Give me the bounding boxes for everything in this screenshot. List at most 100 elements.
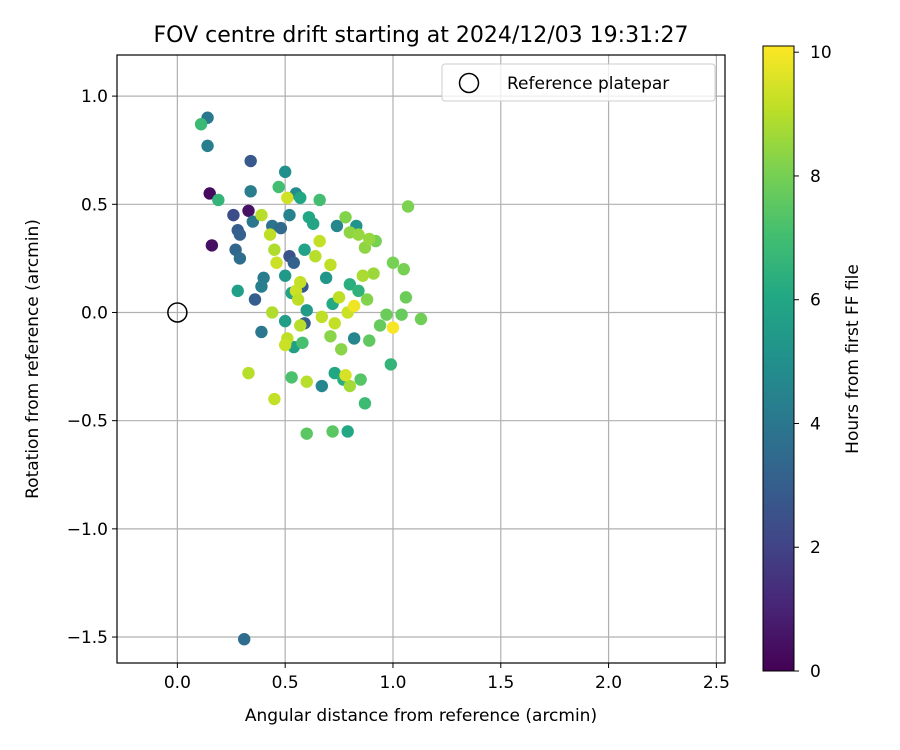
- data-point: [324, 258, 337, 272]
- data-point: [242, 204, 255, 217]
- data-point: [244, 185, 257, 198]
- data-point: [319, 271, 333, 285]
- data-point: [343, 278, 357, 291]
- data-point: [285, 371, 298, 384]
- data-point: [270, 256, 283, 269]
- y-tick-label: 1.0: [81, 87, 108, 107]
- x-tick-label: 2.0: [595, 673, 622, 693]
- data-point: [300, 375, 313, 388]
- x-ticks: 0.0 0.5 1.0 1.5 2.0 2.5: [164, 663, 730, 693]
- y-tick-label: 0.0: [81, 303, 108, 323]
- data-point: [354, 373, 367, 386]
- colorbar-ticks: 0 2 4 6 8 10: [794, 43, 832, 682]
- data-point: [201, 139, 214, 153]
- colorbar-tick-label: 10: [810, 43, 832, 63]
- data-point: [268, 392, 281, 406]
- y-tick-label: −1.0: [67, 520, 108, 540]
- y-tick-label: −0.5: [67, 412, 108, 432]
- data-point: [227, 208, 240, 222]
- data-point: [233, 228, 247, 241]
- colorbar: 0 2 4 6 8 10 Hours from first FF file: [762, 43, 863, 682]
- legend-box: [441, 63, 716, 102]
- data-point: [233, 252, 247, 265]
- data-point: [300, 304, 313, 317]
- data-point: [291, 293, 305, 306]
- data-point: [347, 299, 361, 313]
- data-point: [278, 314, 292, 328]
- colorbar-tick-label: 8: [810, 167, 821, 187]
- data-point: [373, 319, 387, 332]
- data-point: [255, 280, 268, 293]
- reference-point: [167, 302, 188, 323]
- chart-title: FOV centre drift starting at 2024/12/03 …: [154, 23, 689, 48]
- data-point: [281, 191, 294, 205]
- x-tick-label: 0.5: [272, 673, 299, 693]
- data-point: [194, 118, 208, 131]
- data-points: [194, 111, 428, 646]
- data-point: [313, 193, 326, 207]
- data-point: [347, 332, 361, 345]
- data-point: [335, 343, 348, 356]
- data-point: [294, 275, 307, 289]
- data-point: [367, 267, 380, 280]
- data-point: [244, 154, 257, 168]
- data-point: [343, 379, 357, 393]
- data-point: [309, 250, 322, 263]
- data-point: [339, 211, 352, 224]
- data-point: [287, 256, 300, 269]
- data-point: [278, 338, 292, 352]
- data-point: [283, 208, 296, 222]
- x-tick-label: 0.0: [164, 673, 191, 693]
- legend-reference-marker: [458, 72, 480, 94]
- y-ticks: −1.5 −1.0 −0.5 0.0 0.5 1.0: [67, 87, 117, 648]
- data-point: [380, 308, 393, 321]
- data-point: [330, 219, 344, 233]
- x-axis-label: Angular distance from reference (arcmin): [245, 706, 597, 726]
- data-point: [414, 312, 428, 326]
- data-point: [315, 310, 329, 324]
- data-point: [360, 293, 374, 306]
- data-point: [313, 234, 326, 248]
- data-point: [315, 379, 329, 393]
- data-point: [298, 243, 311, 256]
- data-point: [332, 291, 346, 304]
- data-point: [203, 187, 216, 200]
- data-point: [255, 325, 268, 339]
- reference-marker: [167, 302, 188, 323]
- data-point: [328, 317, 341, 330]
- colorbar-label: Hours from first FF file: [843, 264, 863, 454]
- data-point: [212, 193, 225, 207]
- data-point: [363, 334, 376, 347]
- data-point: [341, 425, 354, 438]
- colorbar-tick-label: 0: [810, 662, 821, 682]
- data-point: [339, 369, 352, 382]
- data-point: [268, 243, 281, 256]
- data-point: [242, 366, 255, 380]
- data-point: [296, 336, 309, 349]
- colorbar-gradient: [762, 45, 795, 672]
- data-point: [326, 425, 339, 438]
- x-tick-label: 1.0: [379, 673, 406, 693]
- data-point: [324, 330, 337, 343]
- data-point: [238, 632, 251, 646]
- data-point: [294, 191, 307, 205]
- data-point: [231, 284, 244, 298]
- y-tick-label: 0.5: [81, 195, 108, 215]
- y-tick-label: −1.5: [67, 628, 108, 648]
- colorbar-tick-label: 6: [810, 291, 821, 311]
- data-point: [246, 215, 260, 228]
- data-point: [358, 397, 372, 410]
- data-point: [397, 263, 410, 276]
- data-point: [306, 217, 320, 230]
- data-point: [352, 284, 365, 298]
- data-point: [395, 308, 408, 321]
- y-axis-label: Rotation from reference (arcmin): [23, 219, 43, 499]
- x-tick-label: 1.5: [487, 673, 514, 693]
- data-point: [278, 269, 292, 282]
- x-tick-label: 2.5: [703, 673, 730, 693]
- data-point: [272, 180, 285, 194]
- legend-label: Reference platepar: [507, 74, 669, 94]
- data-point: [386, 321, 400, 334]
- data-point: [384, 358, 398, 371]
